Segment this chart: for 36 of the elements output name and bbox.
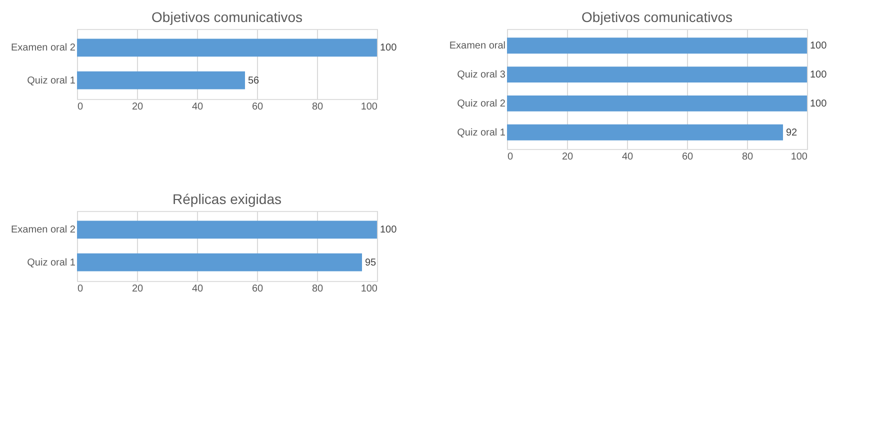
x-tick-label: 40 (192, 284, 204, 294)
x-tick-label: 20 (562, 152, 574, 162)
chart-title: Objetivos comunicativos (152, 9, 302, 25)
y-tick-label: Examen oral 2 (11, 42, 76, 54)
y-tick-label: Quiz oral 1 (457, 127, 506, 138)
y-tick-label: Quiz oral 3 (457, 70, 506, 81)
data-label: 95 (365, 257, 377, 268)
x-tick-label: 0 (78, 284, 84, 294)
x-tick-label: 80 (742, 152, 754, 162)
data-label: 100 (380, 224, 398, 236)
x-tick-label: 20 (132, 102, 144, 112)
x-tick-label: 80 (312, 102, 324, 112)
data-label: 56 (248, 75, 260, 86)
data-label: 100 (380, 42, 398, 54)
data-label: 100 (810, 40, 828, 52)
y-tick-label: Quiz oral 2 (457, 98, 506, 110)
x-tick-label: 60 (682, 152, 694, 162)
x-tick-label: 40 (622, 152, 634, 162)
data-label: 100 (810, 70, 828, 81)
x-tick-label: 0 (508, 152, 514, 162)
chart-title: Objetivos comunicativos (582, 9, 732, 25)
x-tick-label: 100 (360, 102, 378, 112)
x-tick-label: 80 (312, 284, 324, 294)
y-tick-label: Quiz oral 1 (27, 257, 76, 268)
x-tick-label: 100 (360, 284, 378, 294)
y-tick-label: Examen oral 2 (11, 224, 76, 236)
x-tick-label: 100 (790, 152, 808, 162)
x-tick-label: 20 (132, 284, 144, 294)
data-label: 92 (786, 127, 798, 138)
x-tick-label: 0 (78, 102, 84, 112)
x-tick-label: 60 (252, 284, 264, 294)
x-tick-label: 60 (252, 102, 264, 112)
y-tick-label: Examen oral (449, 40, 506, 52)
x-tick-label: 40 (192, 102, 204, 112)
chart-title: Réplicas exigidas (172, 191, 282, 207)
y-tick-label: Quiz oral 1 (27, 75, 76, 86)
